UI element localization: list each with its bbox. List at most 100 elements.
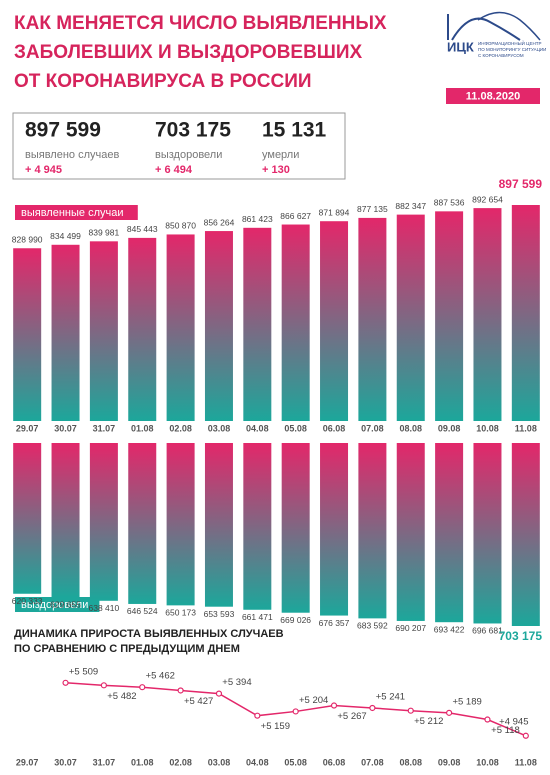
x-tick-label: 07.08 xyxy=(361,757,384,767)
bar xyxy=(166,443,195,606)
x-tick-label: 11.08 xyxy=(515,423,537,433)
bar xyxy=(281,224,310,421)
date-badge xyxy=(446,88,540,104)
value-label: 676 357 xyxy=(319,618,350,628)
value-label: +5 189 xyxy=(452,696,481,707)
x-tick-label: 05.08 xyxy=(284,757,307,767)
value-label: 850 870 xyxy=(165,221,196,231)
x-tick-label: 11.08 xyxy=(515,757,537,767)
point xyxy=(177,687,184,694)
bar xyxy=(473,443,502,624)
value-label: 861 423 xyxy=(242,214,273,224)
x-tick-label: 09.08 xyxy=(438,423,461,433)
x-tick-label: 10.08 xyxy=(476,423,499,433)
stat-value: 897 599 xyxy=(25,119,101,142)
value-label: +5 212 xyxy=(414,716,443,727)
x-tick-label: 03.08 xyxy=(208,757,231,767)
stat-delta: + 6 494 xyxy=(155,164,193,176)
series-name: выявленные случаи xyxy=(21,207,123,219)
bar xyxy=(435,211,464,421)
x-tick-label: 29.07 xyxy=(16,423,39,433)
x-tick-label: 30.07 xyxy=(54,423,77,433)
stat-label: выздоровели xyxy=(155,149,222,161)
stat-delta: + 4 945 xyxy=(25,164,62,176)
bar xyxy=(13,443,42,594)
point xyxy=(484,716,491,723)
x-tick-label: 04.08 xyxy=(246,423,269,433)
value-label: 646 524 xyxy=(127,606,158,616)
value-label: 834 499 xyxy=(50,231,81,241)
series-name: выздоровели xyxy=(21,599,88,611)
x-tick-label: 31.07 xyxy=(93,423,116,433)
value-label: +5 482 xyxy=(107,691,136,702)
value-label: +5 204 xyxy=(299,695,328,706)
bar xyxy=(89,443,118,601)
value-label: 669 026 xyxy=(280,615,311,625)
bar xyxy=(243,227,272,421)
x-tick-label: 06.08 xyxy=(323,757,346,767)
point xyxy=(407,707,414,714)
series-badge xyxy=(15,205,138,220)
x-tick-label: 01.08 xyxy=(131,757,154,767)
bar xyxy=(13,248,42,421)
series-badge xyxy=(15,597,100,612)
value-label: 828 990 xyxy=(12,235,43,245)
bar xyxy=(396,443,425,621)
stat-value: 703 175 xyxy=(155,119,231,142)
x-tick-label: 07.08 xyxy=(361,423,384,433)
bar xyxy=(511,205,540,421)
x-tick-label: 01.08 xyxy=(131,423,154,433)
bar xyxy=(473,208,502,421)
point xyxy=(292,708,299,715)
highlight-label: 897 599 xyxy=(499,177,543,191)
point xyxy=(446,709,453,716)
value-label: 661 471 xyxy=(242,612,273,622)
stats-box xyxy=(12,112,346,180)
point xyxy=(139,684,146,691)
logo-text: ИЦК xyxy=(447,39,474,54)
title-line: ЗАБОЛЕВШИХ И ВЫЗДОРОВЕВШИХ xyxy=(14,42,363,63)
value-label: 629 655 xyxy=(50,600,81,610)
value-label: 866 627 xyxy=(280,211,311,221)
x-tick-label: 05.08 xyxy=(284,423,307,433)
value-label: +5 118 xyxy=(491,725,520,736)
x-tick-label: 30.07 xyxy=(54,757,77,767)
bar xyxy=(320,221,349,421)
bar xyxy=(320,443,349,616)
bar xyxy=(435,443,464,623)
x-tick-label: 09.08 xyxy=(438,757,461,767)
logo-caption: ИНФОРМАЦИОННЫЙ ЦЕНТР xyxy=(478,39,541,46)
stat-label: умерли xyxy=(262,149,299,161)
chart-title: ДИНАМИКА ПРИРОСТА ВЫЯВЛЕННЫХ СЛУЧАЕВ xyxy=(14,628,284,640)
value-label: +5 462 xyxy=(146,671,175,682)
logo: ИЦК ИНФОРМАЦИОННЫЙ ЦЕНТР ПО МОНИТОРИНГУ … xyxy=(447,11,546,58)
value-label: 650 173 xyxy=(165,608,196,618)
stat-value: 15 131 xyxy=(262,119,327,142)
bar xyxy=(128,443,157,604)
value-label: 839 981 xyxy=(89,228,120,238)
chart-title: ПО СРАВНЕНИЮ С ПРЕДЫДУЩИМ ДНЕМ xyxy=(14,643,240,655)
bar xyxy=(204,231,233,421)
x-tick-label: 08.08 xyxy=(399,757,422,767)
stat-delta: + 130 xyxy=(262,164,290,176)
x-tick-label: 31.07 xyxy=(93,757,116,767)
logo-caption: ПО МОНИТОРИНГУ СИТУАЦИИ xyxy=(478,47,546,52)
x-tick-label: 08.08 xyxy=(399,423,422,433)
point xyxy=(62,679,69,686)
bar xyxy=(204,443,233,607)
bar xyxy=(51,443,80,598)
x-tick-label: 10.08 xyxy=(476,757,499,767)
value-label: +5 241 xyxy=(376,691,405,702)
value-label: 690 207 xyxy=(395,623,426,633)
logo-caption: С КОРОНАВИРУСОМ xyxy=(478,53,524,58)
x-tick-label: 04.08 xyxy=(246,757,269,767)
value-label: +5 159 xyxy=(261,721,290,732)
value-label: +4 945 xyxy=(499,716,528,727)
bar xyxy=(243,443,272,610)
bar xyxy=(51,244,80,421)
bar xyxy=(358,217,387,421)
bar xyxy=(89,241,118,421)
point xyxy=(522,732,529,739)
bar xyxy=(511,443,540,626)
x-tick-label: 03.08 xyxy=(208,423,231,433)
